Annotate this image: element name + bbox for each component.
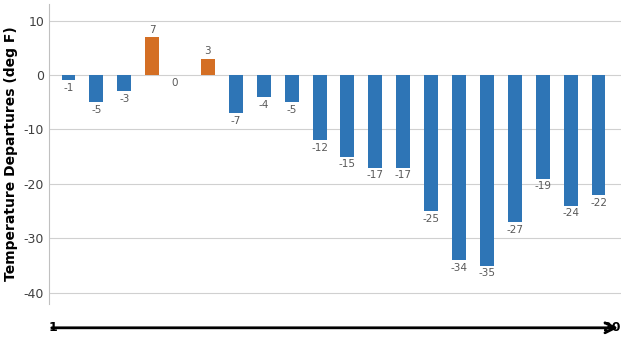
Text: 7: 7 xyxy=(149,25,156,35)
Text: 0: 0 xyxy=(172,78,178,88)
Text: -3: -3 xyxy=(119,94,129,104)
Text: -17: -17 xyxy=(395,170,412,180)
Text: 20: 20 xyxy=(603,321,621,334)
Text: -5: -5 xyxy=(286,105,297,115)
Bar xyxy=(341,75,354,157)
Text: -34: -34 xyxy=(451,263,468,273)
Bar xyxy=(312,75,326,140)
Bar xyxy=(201,59,215,75)
Bar xyxy=(284,75,299,102)
Bar xyxy=(257,75,271,97)
Bar xyxy=(89,75,103,102)
Bar xyxy=(61,75,76,80)
Text: -24: -24 xyxy=(562,209,579,218)
Text: 3: 3 xyxy=(204,47,211,56)
Text: -27: -27 xyxy=(506,225,523,235)
Text: -25: -25 xyxy=(422,214,439,224)
Y-axis label: Temperature Departures (deg F): Temperature Departures (deg F) xyxy=(4,27,18,281)
Text: -12: -12 xyxy=(311,143,328,153)
Bar xyxy=(480,75,494,266)
Text: -5: -5 xyxy=(91,105,102,115)
Bar xyxy=(368,75,382,168)
Bar xyxy=(536,75,550,178)
Bar xyxy=(118,75,131,91)
Text: -7: -7 xyxy=(231,116,241,126)
Text: -17: -17 xyxy=(367,170,384,180)
Text: -22: -22 xyxy=(590,198,607,208)
Text: 1: 1 xyxy=(49,321,58,334)
Text: -1: -1 xyxy=(63,83,74,93)
Bar xyxy=(229,75,243,113)
Bar xyxy=(424,75,438,211)
Bar xyxy=(564,75,578,206)
Text: -35: -35 xyxy=(478,268,496,278)
Bar xyxy=(145,37,159,75)
Text: -19: -19 xyxy=(534,181,551,191)
Bar xyxy=(591,75,606,195)
Bar xyxy=(396,75,410,168)
Text: -15: -15 xyxy=(339,160,356,169)
Text: -4: -4 xyxy=(259,99,269,110)
Bar xyxy=(452,75,466,260)
Bar xyxy=(508,75,522,222)
